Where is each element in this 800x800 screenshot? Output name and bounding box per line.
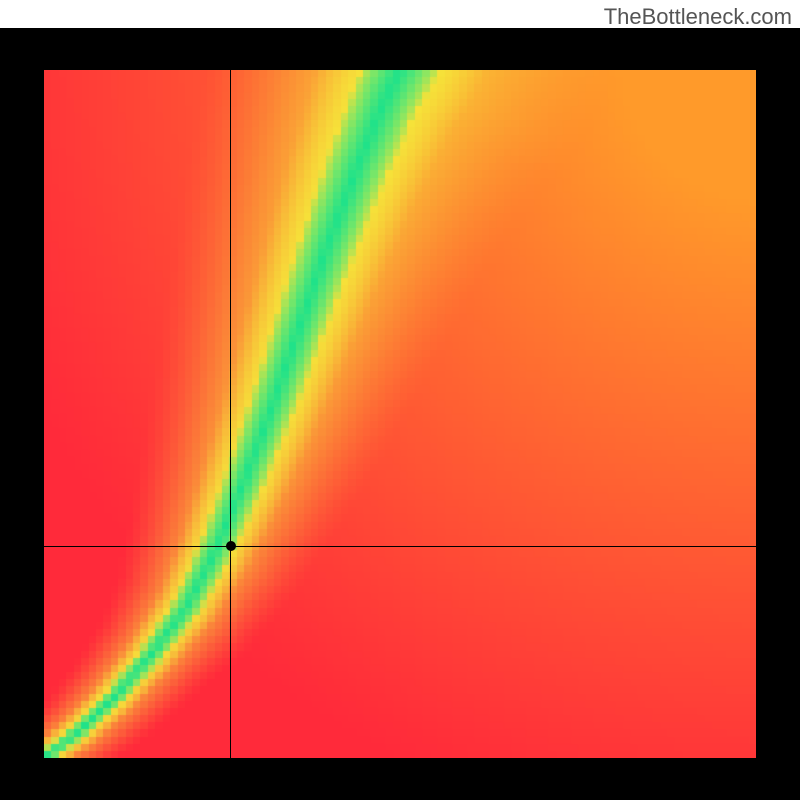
crosshair-horizontal [44,546,756,547]
chart-outer-frame [0,28,800,800]
heatmap-canvas [44,70,756,758]
crosshair-vertical [230,70,231,758]
heatmap-plot-area [44,70,756,758]
data-point-marker [226,541,236,551]
watermark-text: TheBottleneck.com [604,4,792,30]
